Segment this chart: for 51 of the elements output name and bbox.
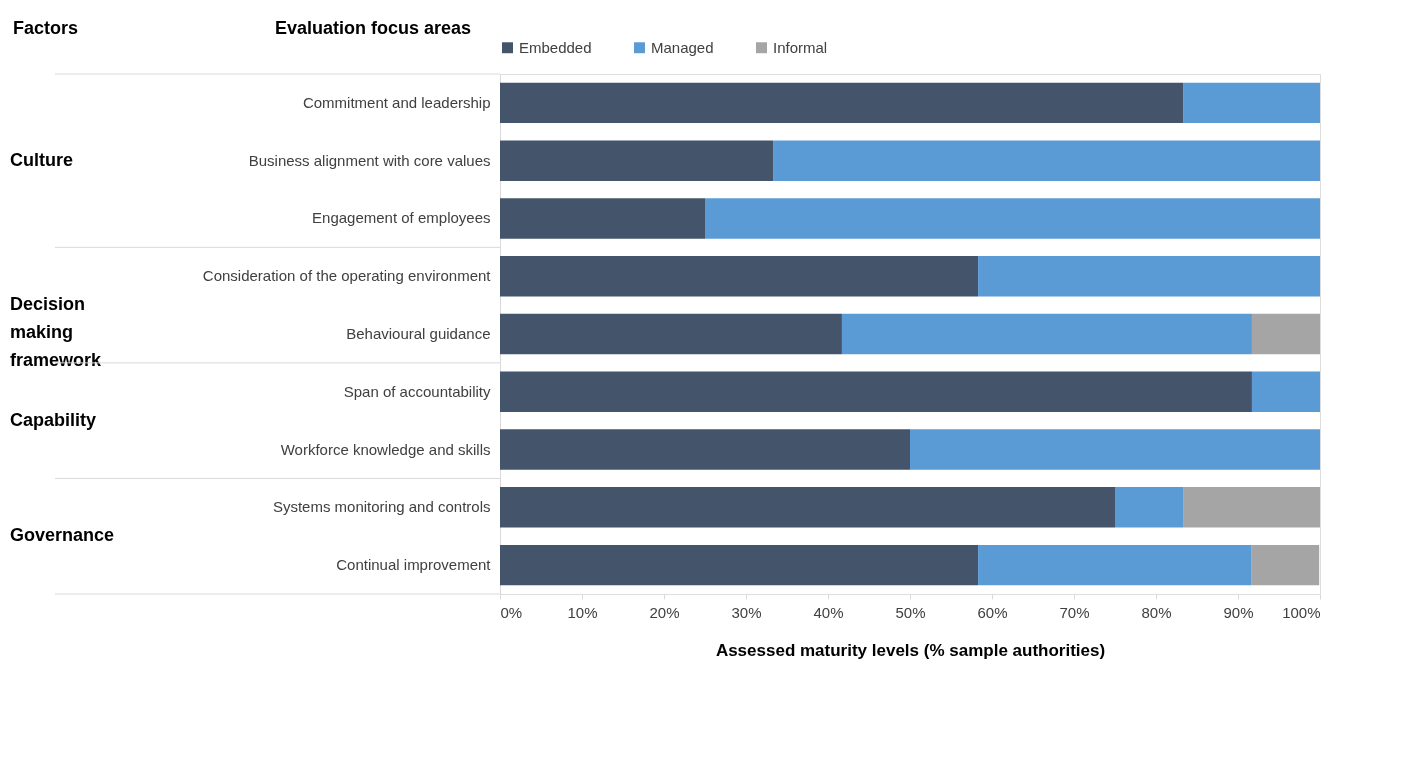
- bar: [500, 429, 910, 470]
- bar: [910, 429, 1320, 470]
- x-tick-label: 0%: [500, 603, 523, 621]
- bar: [500, 371, 1252, 412]
- bar: [773, 140, 1320, 181]
- bar: [978, 256, 1320, 297]
- bar: [500, 544, 979, 586]
- x-tick-label: 20%: [649, 603, 680, 621]
- bar: [841, 313, 1252, 355]
- text: Evaluation focus areas: [275, 18, 472, 38]
- bar: [500, 82, 1184, 124]
- bar: [1251, 371, 1320, 412]
- bar: [1115, 487, 1184, 528]
- x-tick-label: 40%: [813, 603, 844, 621]
- y-tick-label: Continual improvement: [336, 556, 492, 574]
- legend-label: Embedded: [519, 38, 592, 56]
- x-tick-label: 100%: [1282, 603, 1321, 621]
- x-tick-label: 80%: [1141, 603, 1172, 621]
- y-tick-label: Span of accountability: [343, 382, 491, 400]
- bar: [1251, 313, 1320, 355]
- bar: [978, 544, 1252, 586]
- bar: [500, 198, 705, 239]
- x-tick-label: 30%: [731, 603, 762, 621]
- text: Decision making framework: [10, 294, 103, 371]
- y-tick-label: Behavioural guidance: [346, 325, 491, 342]
- legend-label: Informal: [773, 38, 828, 56]
- y-tick-label: Commitment and leadership: [302, 93, 491, 111]
- bar: [500, 256, 979, 297]
- y-tick-label: Workforce knowledge and skills: [280, 440, 491, 458]
- legend-label: Managed: [651, 38, 714, 56]
- x-tick-label: 60%: [977, 603, 1008, 621]
- x-tick-label: 50%: [895, 603, 926, 621]
- bar: [1251, 544, 1320, 586]
- x-axis-title: Assessed maturity levels (% sample authorities): [715, 640, 1106, 660]
- bar: [500, 313, 842, 355]
- x-tick-label: 90%: [1223, 603, 1254, 621]
- bar: [1183, 487, 1320, 528]
- text: Factors: [13, 18, 79, 38]
- bar: [1183, 82, 1320, 124]
- text: Governance: [10, 525, 115, 546]
- bar: [500, 140, 774, 181]
- y-tick-label: Business alignment with core values: [248, 151, 491, 169]
- y-tick-label: Systems monitoring and controls: [272, 498, 491, 516]
- x-tick-label: 10%: [567, 603, 598, 621]
- bar: [705, 198, 1320, 239]
- text: Capability: [10, 409, 97, 430]
- text: Culture: [10, 149, 73, 170]
- y-tick-label: Consideration of the operating environment: [202, 267, 492, 285]
- bar: [500, 487, 1115, 528]
- y-tick-label: Engagement of employees: [312, 209, 491, 227]
- x-tick-label: 70%: [1059, 603, 1090, 621]
